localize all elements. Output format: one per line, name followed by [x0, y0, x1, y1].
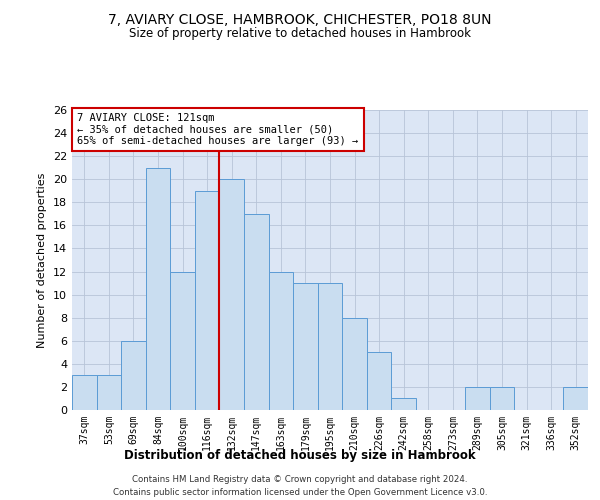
Bar [318, 283, 342, 410]
Bar [342, 318, 367, 410]
Text: 7 AVIARY CLOSE: 121sqm
← 35% of detached houses are smaller (50)
65% of semi-det: 7 AVIARY CLOSE: 121sqm ← 35% of detached… [77, 113, 358, 146]
Bar [563, 387, 588, 410]
Bar [244, 214, 269, 410]
Bar [391, 398, 416, 410]
Bar [367, 352, 391, 410]
Bar [195, 191, 220, 410]
Bar [220, 179, 244, 410]
Bar [293, 283, 318, 410]
Bar [121, 341, 146, 410]
Bar [269, 272, 293, 410]
Bar [97, 376, 121, 410]
Bar [146, 168, 170, 410]
Text: Size of property relative to detached houses in Hambrook: Size of property relative to detached ho… [129, 28, 471, 40]
Text: Contains public sector information licensed under the Open Government Licence v3: Contains public sector information licen… [113, 488, 487, 497]
Text: 7, AVIARY CLOSE, HAMBROOK, CHICHESTER, PO18 8UN: 7, AVIARY CLOSE, HAMBROOK, CHICHESTER, P… [108, 12, 492, 26]
Bar [465, 387, 490, 410]
Text: Contains HM Land Registry data © Crown copyright and database right 2024.: Contains HM Land Registry data © Crown c… [132, 476, 468, 484]
Bar [490, 387, 514, 410]
Text: Distribution of detached houses by size in Hambrook: Distribution of detached houses by size … [124, 448, 476, 462]
Bar [72, 376, 97, 410]
Y-axis label: Number of detached properties: Number of detached properties [37, 172, 47, 348]
Bar [170, 272, 195, 410]
